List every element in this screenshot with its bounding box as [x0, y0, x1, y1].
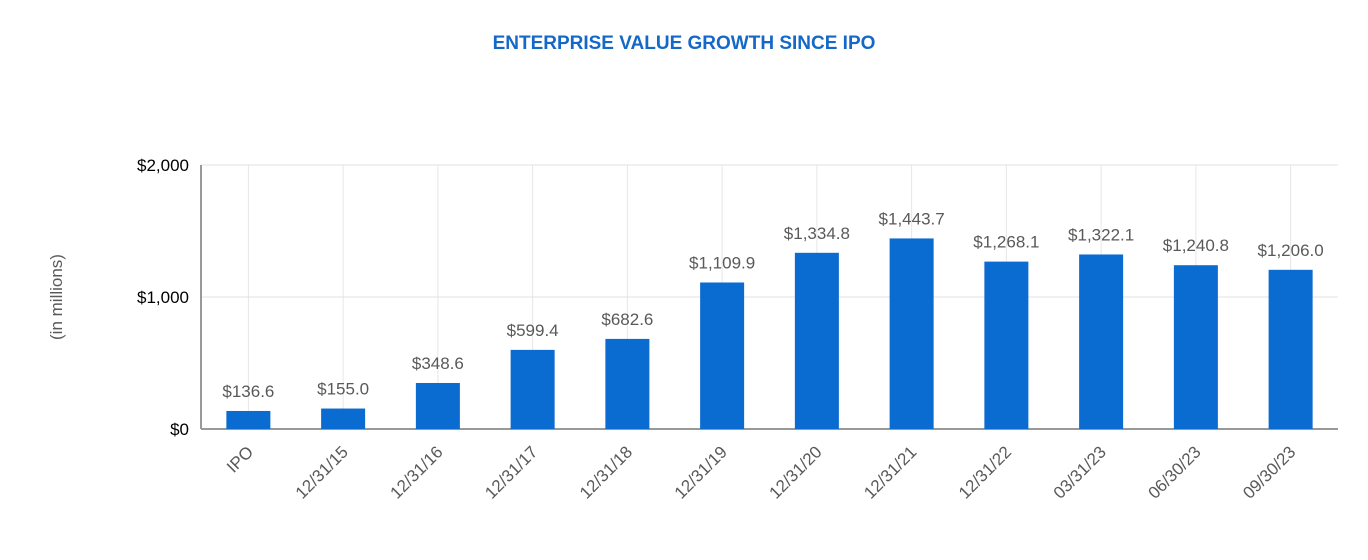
data-label: $1,334.8 — [784, 224, 850, 243]
y-tick-label: $1,000 — [137, 288, 189, 307]
data-label: $155.0 — [317, 380, 369, 399]
x-tick-label: 12/31/21 — [860, 442, 920, 502]
y-axis-label: (in millions) — [47, 254, 66, 340]
bar — [794, 252, 839, 429]
bar — [510, 349, 555, 429]
x-tick-label: 12/31/19 — [671, 442, 731, 502]
x-tick-label: 09/30/23 — [1239, 442, 1299, 502]
data-label: $1,240.8 — [1163, 236, 1229, 255]
x-tick-label: 12/31/15 — [292, 442, 352, 502]
bar — [605, 338, 650, 429]
x-tick-label: 12/31/17 — [481, 442, 541, 502]
bar — [226, 410, 271, 429]
data-label: $1,109.9 — [689, 253, 755, 272]
x-tick-label: 12/31/16 — [386, 442, 446, 502]
bar — [889, 238, 934, 429]
data-label: $136.6 — [222, 382, 274, 401]
x-tick-label: 12/31/22 — [955, 442, 1015, 502]
chart-title: ENTERPRISE VALUE GROWTH SINCE IPO — [492, 33, 876, 54]
data-label: $682.6 — [601, 310, 653, 329]
data-label: $1,206.0 — [1258, 241, 1324, 260]
bar — [1173, 265, 1218, 429]
data-label: $1,322.1 — [1068, 225, 1134, 244]
bar — [415, 382, 460, 429]
bar — [700, 282, 745, 429]
y-tick-label: $0 — [170, 420, 189, 439]
data-label: $599.4 — [507, 321, 559, 340]
y-tick-label: $2,000 — [137, 156, 189, 175]
bar — [984, 261, 1029, 429]
data-label: $1,268.1 — [973, 233, 1039, 252]
bar — [321, 408, 366, 429]
x-tick-label: IPO — [223, 442, 257, 476]
x-tick-label: 03/31/23 — [1050, 442, 1110, 502]
bar — [1079, 254, 1124, 429]
data-label: $1,443.7 — [879, 209, 945, 228]
bar — [1268, 269, 1313, 429]
x-tick-label: 12/31/18 — [576, 442, 636, 502]
x-tick-label: 12/31/20 — [765, 442, 825, 502]
data-label: $348.6 — [412, 354, 464, 373]
x-tick-label: 06/30/23 — [1144, 442, 1204, 502]
